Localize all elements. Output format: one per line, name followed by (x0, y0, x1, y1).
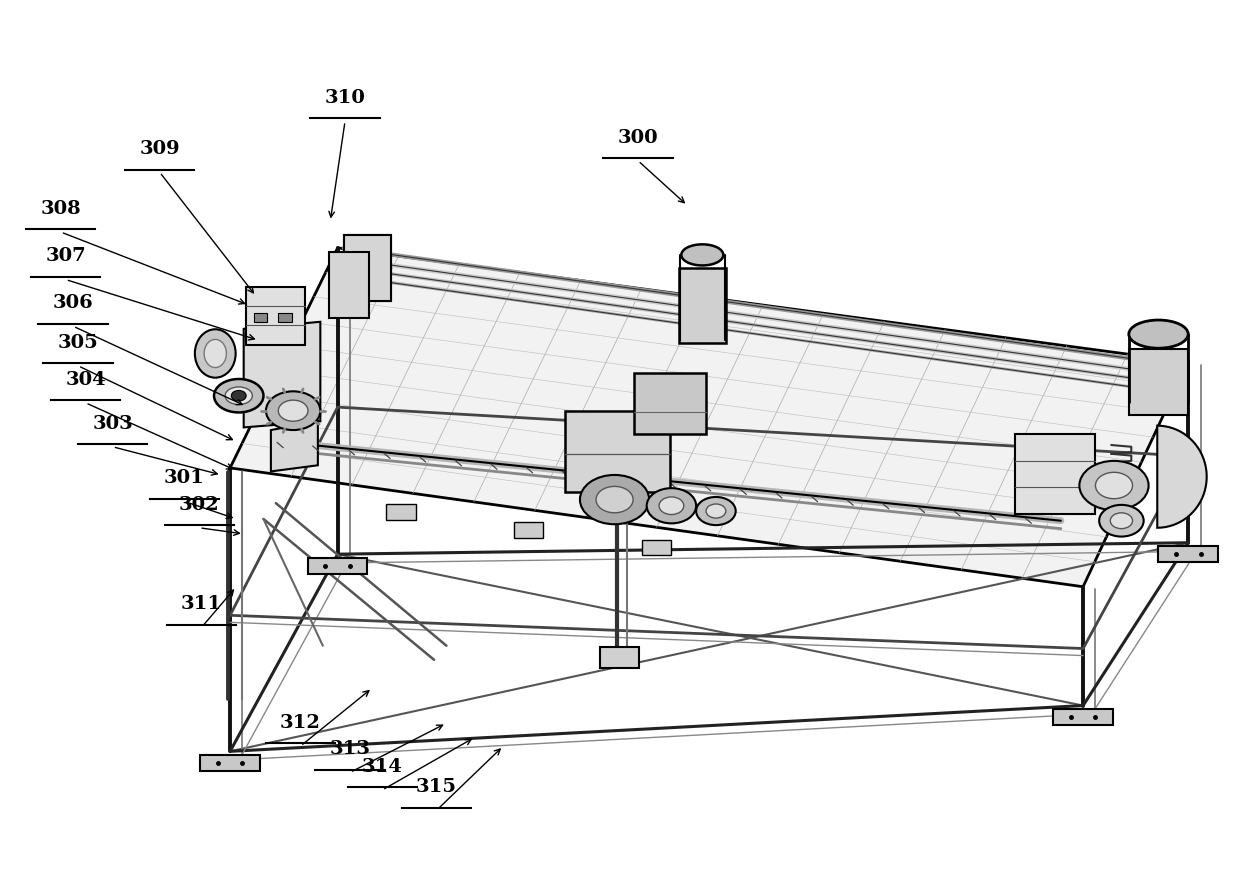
Text: 309: 309 (139, 140, 180, 158)
Bar (679, 268, 726, 343)
Circle shape (706, 504, 726, 518)
Circle shape (266, 391, 321, 430)
Ellipse shape (204, 339, 227, 367)
Bar (1158, 547, 1218, 562)
Text: 312: 312 (280, 714, 321, 732)
Text: 314: 314 (362, 758, 403, 776)
Bar (600, 646, 639, 668)
Polygon shape (244, 321, 321, 427)
Bar (343, 235, 390, 301)
Text: 304: 304 (66, 371, 105, 389)
Bar (514, 522, 544, 538)
Bar (1129, 349, 1188, 415)
Text: 302: 302 (178, 495, 219, 514)
Bar (201, 755, 260, 771)
Bar (343, 235, 390, 301)
Bar (330, 253, 368, 318)
Polygon shape (1157, 426, 1207, 528)
Bar (634, 373, 706, 434)
Bar (385, 504, 415, 520)
Circle shape (279, 400, 309, 421)
Bar (565, 411, 670, 492)
Text: 306: 306 (53, 294, 93, 312)
Text: 307: 307 (46, 247, 85, 266)
Ellipse shape (195, 329, 235, 378)
Text: 300: 300 (618, 129, 658, 147)
Circle shape (580, 475, 649, 525)
Bar (279, 313, 292, 321)
Text: 303: 303 (92, 415, 133, 433)
Bar (254, 313, 268, 321)
Circle shape (596, 487, 633, 513)
Text: 310: 310 (325, 89, 366, 107)
Text: 313: 313 (330, 740, 370, 758)
Ellipse shape (225, 387, 253, 404)
Circle shape (1110, 513, 1132, 529)
Bar (1053, 709, 1113, 725)
Circle shape (659, 497, 684, 515)
Circle shape (1099, 505, 1144, 537)
Circle shape (232, 390, 247, 401)
Polygon shape (230, 248, 1188, 586)
Ellipse shape (681, 245, 724, 266)
Circle shape (696, 497, 736, 525)
Bar (642, 540, 672, 555)
Ellipse shape (1129, 320, 1188, 348)
Bar (1015, 434, 1095, 514)
Bar (309, 558, 367, 574)
Text: 315: 315 (416, 778, 457, 796)
Polygon shape (271, 421, 318, 472)
Text: 305: 305 (58, 334, 98, 351)
Circle shape (1079, 461, 1149, 510)
Circle shape (647, 488, 696, 524)
Text: 308: 308 (41, 200, 81, 218)
Circle shape (1095, 472, 1132, 499)
Bar (247, 288, 306, 344)
Text: 301: 301 (164, 469, 204, 487)
Text: 311: 311 (181, 595, 222, 613)
Ellipse shape (214, 379, 264, 412)
